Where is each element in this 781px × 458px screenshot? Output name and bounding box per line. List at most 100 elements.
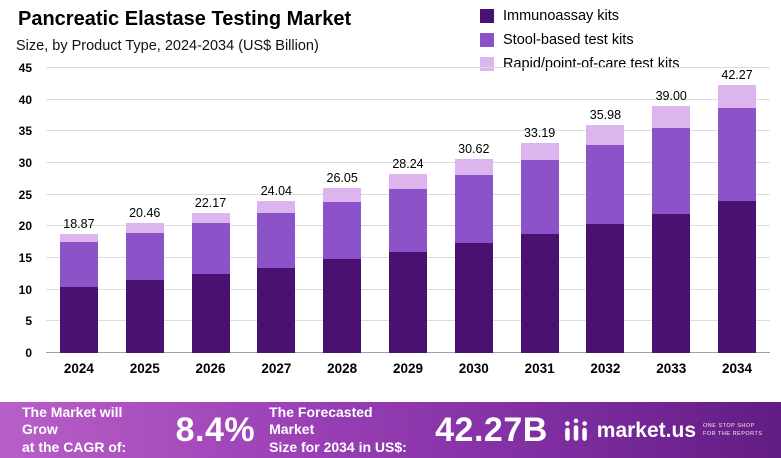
bar-segment-rapid-point-of-care-test-kits: [718, 85, 757, 108]
bar-slot-2027: 24.04: [243, 68, 309, 353]
bar-slot-2034: 42.27: [704, 68, 770, 353]
cagr-value: 8.4%: [175, 410, 256, 449]
bar-total-label: 18.87: [63, 216, 95, 231]
bar-segment-immunoassay-kits: [388, 251, 427, 353]
marketus-logo-icon: [564, 418, 587, 441]
y-tick-label: 30: [18, 156, 32, 170]
bar-total-label: 39.00: [655, 89, 687, 104]
forecast-label-line1: The Forecasted Market: [269, 403, 373, 438]
stacked-bar-2026: [191, 212, 230, 353]
bar-segment-immunoassay-kits: [652, 213, 691, 353]
bar-segment-immunoassay-kits: [257, 267, 296, 353]
bar-segment-stool-based-test-kits: [652, 127, 691, 214]
x-tick-label-2026: 2026: [195, 361, 226, 376]
stacked-bar-2031: [520, 142, 559, 353]
marketus-logo: market.us One Stop Shop For The Reports: [562, 417, 765, 443]
bar-segment-immunoassay-kits: [586, 224, 625, 353]
forecast-label: The Forecasted Market Size for 2034 in U…: [269, 404, 421, 457]
gridline: [46, 67, 770, 68]
bar-slot-2033: 39.00: [638, 68, 704, 353]
bar-segment-stool-based-test-kits: [125, 232, 164, 281]
bar-segment-stool-based-test-kits: [520, 160, 559, 234]
cagr-label-line1: The Market will Grow: [22, 403, 123, 438]
plot-area: 18.87 20.46 22.17 24.04 26.05 28.24 30.62 33.19…: [46, 67, 770, 353]
bar-segment-rapid-point-of-care-test-kits: [59, 233, 98, 243]
bar-total-label: 24.04: [260, 183, 292, 198]
bar-total-label: 30.62: [458, 142, 490, 157]
bar-segment-stool-based-test-kits: [323, 201, 362, 260]
bar-segment-immunoassay-kits: [59, 286, 98, 353]
x-tick-label-2029: 2029: [392, 361, 423, 376]
bar-slot-2028: 26.05: [309, 68, 375, 353]
bar-segment-stool-based-test-kits: [586, 144, 625, 225]
chart-subtitle: Size, by Product Type, 2024-2034 (US$ Bi…: [16, 38, 319, 54]
bar-total-label: 22.17: [194, 195, 227, 210]
bar-slot-2030: 30.62: [441, 68, 507, 353]
stacked-bar-2025: [125, 223, 164, 353]
bar-total-label: 28.24: [392, 157, 424, 172]
x-tick-label-2024: 2024: [63, 361, 94, 376]
bar-segment-rapid-point-of-care-test-kits: [586, 125, 625, 145]
y-tick-label: 15: [18, 251, 32, 265]
bar-segment-rapid-point-of-care-test-kits: [125, 223, 164, 233]
bar-segment-stool-based-test-kits: [191, 223, 230, 274]
bar-total-label: 35.98: [589, 108, 622, 123]
legend-item-immunoassay: Immunoassay kits: [480, 8, 680, 24]
gridline: [46, 98, 770, 100]
legend-label: Immunoassay kits: [503, 8, 620, 24]
bar-segment-immunoassay-kits: [718, 201, 757, 353]
page-title: Pancreatic Elastase Testing Market: [18, 8, 352, 30]
bar-segment-immunoassay-kits: [323, 259, 362, 353]
bar-segment-rapid-point-of-care-test-kits: [257, 200, 296, 214]
x-tick-label-2030: 2030: [458, 361, 489, 376]
bar-slot-2024: 18.87: [46, 68, 112, 353]
x-tick-label-2028: 2028: [327, 361, 358, 376]
stacked-bar-2033: [652, 106, 691, 353]
x-tick-label-2033: 2033: [656, 361, 687, 376]
bar-segment-stool-based-test-kits: [388, 188, 427, 252]
stacked-bar-2024: [59, 233, 98, 353]
bar-segment-rapid-point-of-care-test-kits: [323, 188, 362, 202]
bar-segment-immunoassay-kits: [125, 280, 164, 353]
bar-total-label: 20.46: [129, 206, 161, 221]
legend-label: Stool-based test kits: [503, 32, 634, 48]
bar-total-label: 26.05: [326, 171, 358, 186]
bar-segment-rapid-point-of-care-test-kits: [388, 174, 427, 189]
legend-label: Rapid/point-of-care test kits: [503, 56, 680, 72]
y-tick-label: 10: [18, 282, 32, 297]
stacked-bar-2027: [257, 200, 296, 353]
stacked-bar-2034: [718, 85, 757, 353]
legend-swatch-icon: [480, 33, 494, 47]
legend-swatch-icon: [480, 9, 494, 23]
x-tick-label-2034: 2034: [722, 361, 753, 376]
stacked-bar-2030: [454, 159, 493, 353]
legend: Immunoassay kits Stool-based test kits R…: [480, 8, 680, 72]
y-tick-label: 20: [18, 219, 32, 234]
gridline: [46, 162, 770, 163]
y-tick-label: 25: [18, 187, 32, 202]
bar-segment-rapid-point-of-care-test-kits: [191, 212, 230, 224]
y-axis-labels: 0 5 10 15 20 25 30 35 40 45: [0, 61, 38, 360]
cagr-label: The Market will Grow at the CAGR of:: [22, 404, 162, 457]
marketus-wordmark: market.us: [596, 418, 696, 442]
y-tick-label: 0: [25, 346, 32, 360]
bar-segment-stool-based-test-kits: [59, 242, 98, 287]
bar-segment-stool-based-test-kits: [718, 107, 757, 201]
stacked-bar-2029: [388, 174, 427, 353]
bar-slot-2026: 22.17: [178, 68, 244, 353]
bar-slot-2032: 35.98: [573, 68, 639, 353]
bars-container: 18.87 20.46 22.17 24.04 26.05 28.24 30.62 33.19…: [46, 68, 770, 353]
bar-total-label: 33.19: [523, 125, 556, 140]
bar-segment-rapid-point-of-care-test-kits: [454, 159, 493, 176]
marketus-tagline: One Stop Shop For The Reports: [703, 422, 763, 437]
y-tick-label: 35: [18, 124, 32, 139]
bar-slot-2029: 28.24: [375, 68, 441, 353]
bar-segment-stool-based-test-kits: [454, 175, 493, 244]
y-tick-label: 45: [18, 61, 32, 75]
y-tick-label: 40: [18, 92, 32, 107]
stacked-bar-2032: [586, 125, 625, 353]
bar-segment-immunoassay-kits: [191, 273, 230, 353]
x-tick-label-2031: 2031: [524, 361, 555, 376]
bar-slot-2031: 33.19: [507, 68, 573, 353]
